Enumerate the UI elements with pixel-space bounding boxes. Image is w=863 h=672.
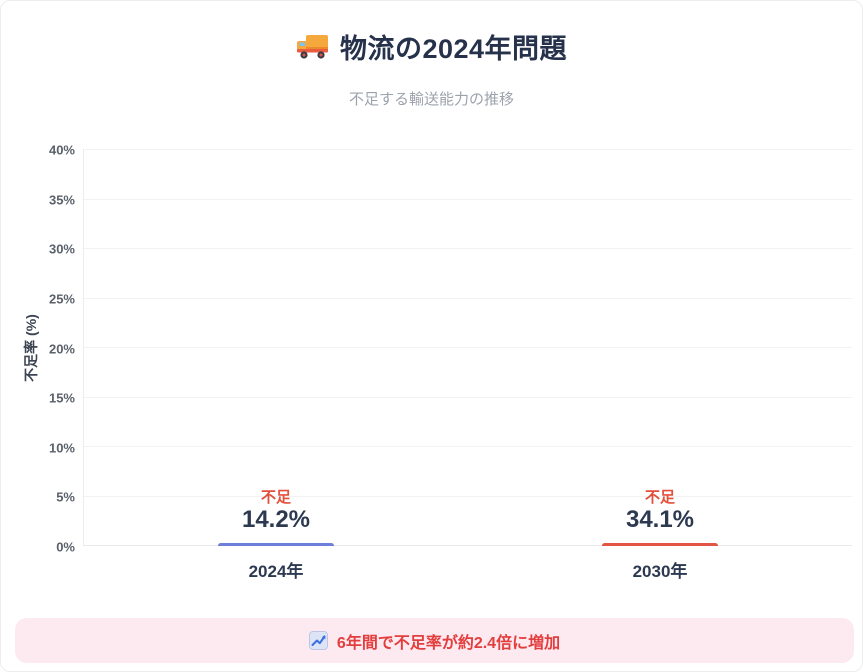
bar-value: 34.1% <box>625 506 695 534</box>
truck-icon <box>296 34 329 60</box>
gridline <box>84 248 852 249</box>
page-title-row: 物流の2024年問題 <box>1 27 862 66</box>
page-title: 物流の2024年問題 <box>339 34 568 64</box>
summary-text: 6年間で不足率が約2.4倍に増加 <box>336 634 561 652</box>
gridline <box>84 347 852 348</box>
gridline <box>84 297 852 299</box>
summary-banner: 6年間で不足率が約2.4倍に増加 <box>15 618 854 663</box>
bar-label-2030: 不足 34.1% <box>626 489 694 535</box>
bar-label-2024: 不足 14.2% <box>242 489 310 535</box>
bar-badge: 不足 <box>260 488 291 506</box>
gridline <box>84 495 852 497</box>
gridline <box>84 396 852 398</box>
chart-subtitle: 不足する輸送能力の推移 <box>348 91 514 108</box>
gridline <box>84 149 852 150</box>
y-axis-tick-labels: 40% 35% 30% 25% 20% 15% 10% 5% 0% <box>48 142 75 555</box>
x-axis-label-2030: 2030年 <box>632 562 688 581</box>
bar-group-2030: 不足 34.1% 2030年 <box>602 489 718 581</box>
bar-value: 14.2% <box>241 506 311 534</box>
plot-area: 不足 14.2% 2024年 不足 34.1% 2030年 <box>83 149 852 581</box>
bar-2024 <box>218 543 334 546</box>
chart-increasing-icon <box>308 631 328 650</box>
gridlines <box>84 149 852 546</box>
bar-group-2024: 不足 14.2% 2024年 <box>218 489 334 581</box>
gridline <box>84 198 852 200</box>
x-axis-label-2024: 2024年 <box>248 562 304 581</box>
gridline <box>84 545 852 546</box>
gridline <box>84 446 852 447</box>
bar-2030 <box>602 543 718 546</box>
bar-badge: 不足 <box>644 488 675 506</box>
